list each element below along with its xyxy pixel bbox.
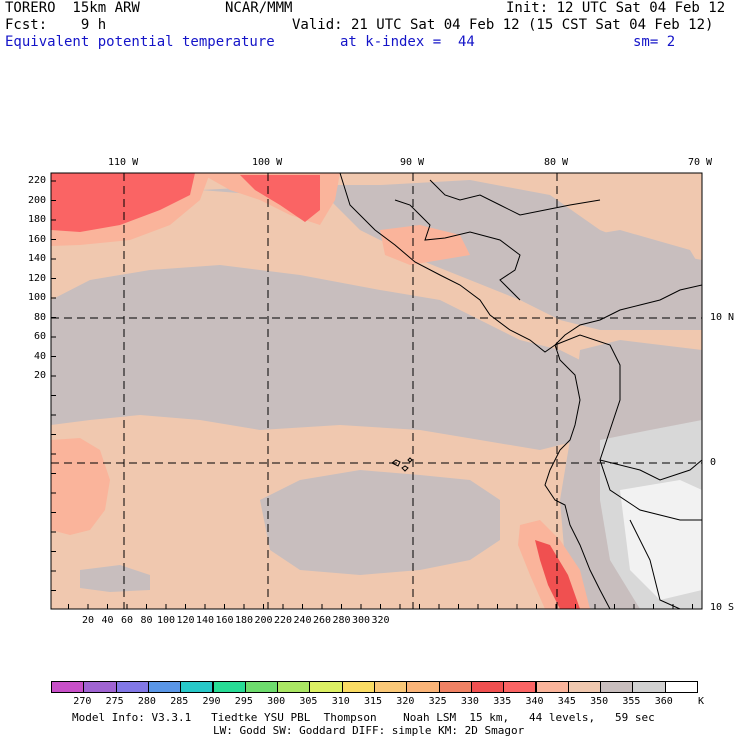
colorbar-swatch (83, 681, 117, 693)
colorbar-swatch (147, 681, 182, 693)
coastline (339, 173, 702, 609)
colorbar-swatch (535, 681, 569, 693)
model-title: TORERO 15km ARW (5, 0, 140, 16)
colorbar-label: 320 (396, 696, 415, 707)
colorbar-label: 285 (170, 696, 189, 707)
lat-label-10n: 10 N (710, 312, 735, 323)
grey-patch-east (560, 230, 702, 310)
x-tick-label: 140 (196, 615, 215, 626)
center-title: NCAR/MMM (225, 0, 293, 16)
lon-label-110w: 110 W (108, 157, 139, 168)
y-tick-label: 20 (33, 370, 46, 381)
y-tick-label: 60 (33, 331, 46, 342)
y-tick-label: 220 (27, 175, 46, 186)
x-tick-label: 20 (82, 615, 95, 626)
colorbar-swatch (503, 681, 537, 693)
x-tick-label: 300 (352, 615, 371, 626)
colorbar-swatch (470, 681, 505, 693)
pacific-warm-west (51, 438, 110, 535)
colorbar-label: 335 (493, 696, 512, 707)
y-tick-label: 100 (27, 292, 46, 303)
lon-label-70w: 70 W (688, 157, 713, 168)
grey-patch-southwest (80, 565, 150, 592)
x-tick-label: 80 (140, 615, 153, 626)
x-tick-label: 260 (313, 615, 332, 626)
grey-patch-south (260, 470, 500, 575)
mexico-hot (240, 175, 320, 222)
x-tick-label: 220 (274, 615, 293, 626)
x-tick-label: 320 (371, 615, 390, 626)
field-name: Equivalent potential temperature (5, 34, 275, 50)
colorbar-label: 300 (267, 696, 286, 707)
x-tick-label: 180 (235, 615, 254, 626)
colorbar-label: 350 (590, 696, 609, 707)
colorbar-label: 295 (234, 696, 253, 707)
footer-physics: LW: Godd SW: Goddard DIFF: simple KM: 2D… (213, 724, 525, 737)
level-index: at k-index = 44 (340, 34, 475, 50)
x-tick-label: 100 (157, 615, 176, 626)
lon-label-80w: 80 W (544, 157, 569, 168)
colorbar-label: 315 (364, 696, 383, 707)
y-tick-label: 200 (27, 194, 46, 206)
colorbar-swatch (600, 681, 634, 693)
lat-label-10s: 10 S (710, 602, 735, 613)
colorbar-label: 270 (73, 696, 92, 707)
colorbar-label: 345 (557, 696, 576, 707)
y-tick-label: 120 (27, 272, 46, 284)
colorbar-label: 280 (137, 696, 156, 707)
colorbar-swatch (632, 681, 666, 693)
y-tick-label: 140 (27, 253, 46, 264)
footer-model-info: Model Info: V3.3.1 Tiedtke YSU PBL Thomp… (72, 711, 655, 724)
peru-hot (535, 540, 580, 609)
smoothing: sm= 2 (633, 34, 676, 50)
colorbar-swatch (374, 681, 408, 693)
colorbar-swatch (212, 681, 246, 693)
x-tick-label: 120 (176, 615, 195, 626)
valid-time: Valid: 21 UTC Sat 04 Feb 12 (15 CST Sat … (292, 17, 714, 33)
colorbar-swatch (309, 681, 343, 693)
lon-label-100w: 100 W (252, 157, 283, 168)
x-tick-label: 60 (121, 615, 134, 626)
graticule (51, 173, 702, 609)
colorbar-label: 360 (654, 696, 673, 707)
colorbar-swatch (664, 681, 698, 693)
x-tick-label: 280 (332, 615, 351, 626)
x-tick-label: 160 (215, 615, 234, 626)
y-tick-label: 160 (27, 233, 46, 245)
colorbar-swatch (277, 681, 311, 693)
y-tick-label: 80 (33, 311, 46, 323)
tick-marks (51, 180, 693, 609)
colorbar-swatch (51, 681, 85, 693)
grey-band-equatorial (51, 265, 580, 450)
colorbar-label: 290 (202, 696, 221, 707)
plot-frame (50, 172, 703, 610)
colorbar-label: 330 (460, 696, 479, 707)
y-tick-label: 180 (27, 214, 46, 225)
colorbar-label: 275 (105, 696, 124, 707)
colorbar-label: 310 (331, 696, 350, 707)
init-time: Init: 12 UTC Sat 04 Feb 12 (506, 0, 726, 16)
colorbar-swatch (567, 681, 602, 693)
colorbar-label: 325 (428, 696, 447, 707)
colorbar-label: 305 (299, 696, 318, 707)
y-tick-label: 40 (33, 350, 46, 362)
x-tick-label: 200 (254, 615, 273, 626)
colorbar-swatch (438, 681, 472, 693)
colorbar-swatch (341, 681, 375, 693)
pacific-hot-nw (51, 173, 195, 232)
colorbar-label: 340 (525, 696, 544, 707)
colorbar-label: 355 (622, 696, 641, 707)
colorbar-swatch (406, 681, 440, 693)
colorbar-swatch (180, 681, 214, 693)
colorbar-swatch (115, 681, 149, 693)
x-tick-label: 240 (293, 615, 312, 626)
forecast-hour: Fcst: 9 h (5, 17, 107, 33)
lat-label-0: 0 (710, 457, 717, 468)
colorbar-unit: K (698, 696, 705, 707)
lon-label-90w: 90 W (400, 157, 425, 168)
guatemala-warm (380, 225, 470, 265)
colorbar-swatch (244, 681, 279, 693)
x-tick-label: 40 (101, 615, 114, 626)
